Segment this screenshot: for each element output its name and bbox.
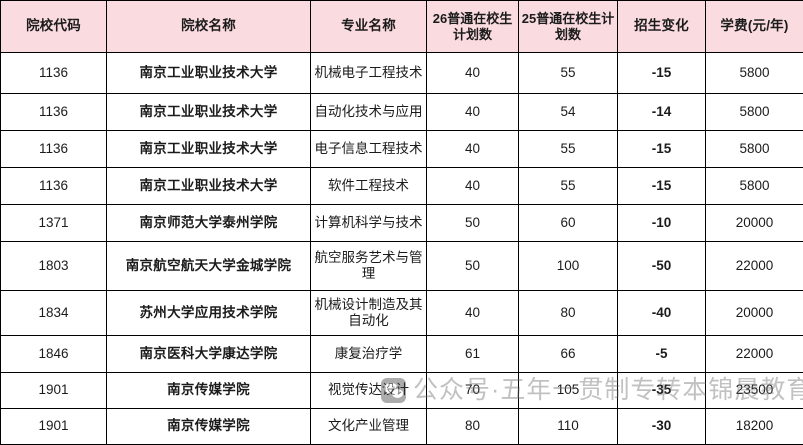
column-header-plan-2026: 26普通在校生计划数 — [427, 1, 519, 53]
column-header-plan-2025: 25普通在校生计划数 — [519, 1, 618, 53]
cell-change: -30 — [618, 409, 706, 445]
cell-major: 电子信息工程技术 — [311, 131, 427, 168]
cell-major: 文化产业管理 — [311, 409, 427, 445]
cell-code: 1136 — [1, 94, 107, 131]
cell-plan25: 54 — [519, 94, 618, 131]
cell-major: 机械电子工程技术 — [311, 53, 427, 94]
cell-major: 机械设计制造及其自动化 — [311, 291, 427, 336]
cell-code: 1803 — [1, 242, 107, 291]
cell-plan26: 40 — [427, 131, 519, 168]
cell-code: 1136 — [1, 53, 107, 94]
cell-fee: 22000 — [706, 336, 803, 373]
cell-fee: 18200 — [706, 409, 803, 445]
cell-change: -5 — [618, 336, 706, 373]
cell-school: 南京工业职业技术大学 — [107, 94, 311, 131]
cell-fee: 5800 — [706, 131, 803, 168]
cell-plan25: 55 — [519, 131, 618, 168]
cell-major: 自动化技术与应用 — [311, 94, 427, 131]
cell-major: 视觉传达设计 — [311, 373, 427, 409]
cell-school: 南京工业职业技术大学 — [107, 53, 311, 94]
cell-plan25: 66 — [519, 336, 618, 373]
cell-code: 1901 — [1, 373, 107, 409]
table-header-row: 院校代码 院校名称 专业名称 26普通在校生计划数 25普通在校生计划数 招生变… — [1, 1, 803, 53]
cell-fee: 5800 — [706, 94, 803, 131]
cell-code: 1846 — [1, 336, 107, 373]
cell-fee: 20000 — [706, 205, 803, 242]
cell-plan25: 60 — [519, 205, 618, 242]
cell-change: -15 — [618, 131, 706, 168]
cell-plan25: 55 — [519, 168, 618, 205]
cell-code: 1834 — [1, 291, 107, 336]
cell-plan26: 40 — [427, 94, 519, 131]
cell-school: 苏州大学应用技术学院 — [107, 291, 311, 336]
cell-change: -14 — [618, 94, 706, 131]
cell-school: 南京工业职业技术大学 — [107, 131, 311, 168]
cell-fee: 5800 — [706, 168, 803, 205]
cell-plan25: 110 — [519, 409, 618, 445]
cell-code: 1371 — [1, 205, 107, 242]
column-header-school-name: 院校名称 — [107, 1, 311, 53]
column-header-major-name: 专业名称 — [311, 1, 427, 53]
cell-plan25: 100 — [519, 242, 618, 291]
cell-change: -15 — [618, 168, 706, 205]
cell-change: -35 — [618, 373, 706, 409]
cell-plan26: 40 — [427, 53, 519, 94]
cell-major: 计算机科学与技术 — [311, 205, 427, 242]
cell-plan26: 80 — [427, 409, 519, 445]
cell-plan25: 55 — [519, 53, 618, 94]
column-header-tuition: 学费(元/年) — [706, 1, 803, 53]
cell-fee: 23500 — [706, 373, 803, 409]
cell-code: 1136 — [1, 131, 107, 168]
cell-plan26: 40 — [427, 291, 519, 336]
cell-school: 南京传媒学院 — [107, 409, 311, 445]
cell-fee: 20000 — [706, 291, 803, 336]
column-header-school-code: 院校代码 — [1, 1, 107, 53]
cell-plan26: 61 — [427, 336, 519, 373]
cell-major: 航空服务艺术与管理 — [311, 242, 427, 291]
cell-change: -40 — [618, 291, 706, 336]
cell-change: -10 — [618, 205, 706, 242]
cell-major: 软件工程技术 — [311, 168, 427, 205]
cell-school: 南京师范大学泰州学院 — [107, 205, 311, 242]
cell-school: 南京工业职业技术大学 — [107, 168, 311, 205]
cell-plan26: 40 — [427, 168, 519, 205]
cell-school: 南京航空航天大学金城学院 — [107, 242, 311, 291]
cell-plan26: 50 — [427, 205, 519, 242]
cell-change: -15 — [618, 53, 706, 94]
cell-code: 1136 — [1, 168, 107, 205]
cell-plan26: 50 — [427, 242, 519, 291]
cell-change: -50 — [618, 242, 706, 291]
cell-school: 南京医科大学康达学院 — [107, 336, 311, 373]
cell-school: 南京传媒学院 — [107, 373, 311, 409]
cell-fee: 22000 — [706, 242, 803, 291]
cell-plan25: 80 — [519, 291, 618, 336]
cell-major: 康复治疗学 — [311, 336, 427, 373]
cell-plan26: 70 — [427, 373, 519, 409]
cell-plan25: 105 — [519, 373, 618, 409]
table-header: 院校代码 院校名称 专业名称 26普通在校生计划数 25普通在校生计划数 招生变… — [1, 1, 803, 53]
cell-code: 1901 — [1, 409, 107, 445]
enrollment-plan-table-container: 院校代码 院校名称 专业名称 26普通在校生计划数 25普通在校生计划数 招生变… — [0, 0, 803, 428]
column-header-enrollment-change: 招生变化 — [618, 1, 706, 53]
cell-fee: 5800 — [706, 53, 803, 94]
